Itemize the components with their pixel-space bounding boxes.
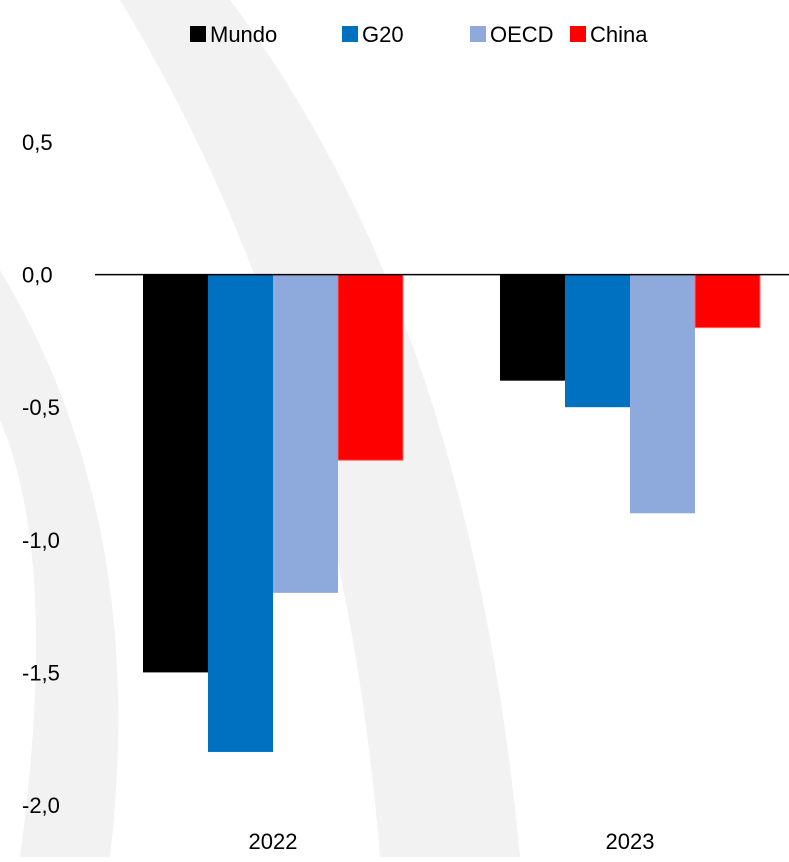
y-tick-label: -1,5 [22, 660, 60, 685]
x-category-label: 2022 [249, 829, 298, 854]
legend-label: OECD [490, 22, 554, 47]
legend-label: China [590, 22, 648, 47]
legend-item: China [570, 22, 648, 47]
y-tick-label: -2,0 [22, 793, 60, 818]
y-tick-label: 0,0 [22, 263, 53, 288]
bar [500, 274, 565, 381]
legend-swatch [470, 26, 486, 42]
legend-label: Mundo [210, 22, 277, 47]
bar [630, 274, 695, 514]
x-category-label: 2023 [606, 829, 655, 854]
legend: Mundo G20 OECD China [190, 22, 648, 47]
y-tick-label: -1,0 [22, 528, 60, 553]
bar [143, 274, 208, 673]
legend-swatch [342, 26, 358, 42]
bars [143, 274, 761, 752]
legend-label: G20 [362, 22, 404, 47]
x-axis: 2022 2023 [249, 829, 655, 854]
y-axis: 0,5 0,0 -0,5 -1,0 -1,5 -2,0 [22, 130, 60, 818]
bar [694, 274, 761, 329]
bar [337, 274, 404, 461]
legend-item: Mundo [190, 22, 277, 47]
legend-item: G20 [342, 22, 404, 47]
bar [208, 274, 273, 752]
y-tick-label: -0,5 [22, 395, 60, 420]
background-arc [0, 270, 119, 857]
legend-swatch [190, 26, 206, 42]
legend-item: OECD [470, 22, 554, 47]
bar [273, 274, 338, 593]
legend-swatch [570, 26, 586, 42]
y-tick-label: 0,5 [22, 130, 53, 155]
bar [565, 274, 630, 408]
